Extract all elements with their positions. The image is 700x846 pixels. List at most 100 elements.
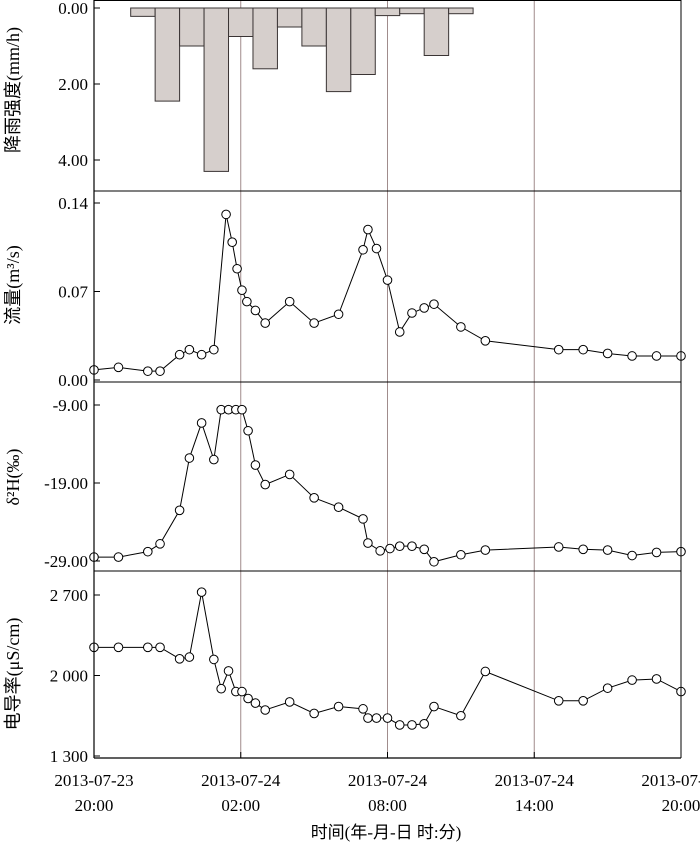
data-point [143,642,153,653]
data-point [651,351,662,361]
data-point [407,720,417,730]
data-point [578,344,588,355]
data-point [333,701,344,712]
data-point [407,541,417,551]
data-point [553,344,564,355]
panel-3: -9.00 -19.00 -29.00 δ²H(‰) [3,382,686,571]
data-point [419,303,429,313]
data-point [358,244,368,255]
data-point [237,285,247,296]
panel-4: 2 700 2 000 1 300 电导率(μS/cm) [3,571,686,766]
data-point [174,505,185,516]
data-point [155,539,165,549]
x-tick-label-time: 20:00 [662,796,700,815]
panel-1: 0.00 2.00 4.00 降雨强度(mm/h) [3,0,535,191]
data-point [155,366,165,376]
rain-bar [350,7,376,75]
y-tick-label: -19.00 [44,474,88,493]
data-point [242,296,252,307]
data-point [232,263,242,274]
data-point [553,542,564,552]
y-axis-title: δ²H(‰) [3,449,24,506]
data-point [223,666,234,676]
data-point [333,502,344,512]
data-point [394,541,405,551]
y-tick-label: 0.14 [58,194,88,213]
data-point [209,654,219,665]
data-point [243,693,253,704]
data-point [309,318,319,328]
rain-bar [325,7,352,93]
data-point [602,348,613,359]
data-point [553,696,564,706]
y-tick-label: -9.00 [53,396,88,415]
data-point [237,686,247,697]
data-point [363,538,373,548]
data-point [113,642,124,653]
data-point [209,344,219,355]
rain-bar [130,7,156,17]
data-point [216,683,226,694]
data-point [394,327,405,337]
series-line [94,409,682,563]
data-point [602,545,613,555]
x-axis-ticks: 2013-07-23 20:00 2013-07-24 02:00 2013-07-24… [54,752,700,815]
rain-bar [203,7,230,172]
data-point [456,710,466,721]
data-point [363,224,373,235]
y-tick-label: 4.00 [58,151,88,170]
y-tick-label: 0.07 [58,283,88,302]
data-point [480,336,491,346]
data-point [407,308,417,318]
rain-bar [448,7,474,15]
data-point [627,351,637,361]
data-point [419,719,429,729]
data-point [243,425,253,436]
data-point [480,545,491,555]
data-point [371,713,382,723]
data-point [382,713,393,723]
data-point [284,697,295,707]
data-point [284,469,295,480]
series-line [94,592,682,726]
data-point [627,550,637,561]
y-tick-label: 2 000 [50,667,88,686]
data-point [250,460,261,470]
rain-bar [374,7,401,17]
x-tick-label-time: 02:00 [221,796,260,815]
data-point [429,556,439,567]
data-point [419,544,429,555]
rain-bar [154,7,181,102]
data-point [284,296,295,307]
chart-panels: 0.00 2.00 4.00 降雨强度(mm/h) 0.00 0.07 0.14 流量(m³/… [3,0,686,766]
data-point [651,547,662,558]
data-point [602,683,613,693]
data-point [394,720,405,730]
data-point [196,349,207,360]
data-point [429,701,439,712]
data-point [221,209,231,220]
data-point [375,546,385,556]
data-point [578,544,588,555]
y-tick-label: 1 300 [50,747,88,766]
data-point [371,243,382,254]
rain-bar [252,7,278,70]
data-point [250,698,261,708]
data-point [260,479,271,490]
data-point [184,344,195,355]
x-tick-label-time: 14:00 [515,796,554,815]
data-point [309,493,319,503]
data-point [174,654,185,664]
data-point [174,349,185,360]
data-point [382,275,393,285]
data-point [184,453,195,463]
data-point [184,652,195,662]
data-point [113,552,124,562]
data-point [209,454,219,465]
data-point [143,366,153,376]
y-axis-title: 电导率(μS/cm) [3,618,24,731]
y-tick-label: 0.00 [58,0,88,18]
data-point [456,322,466,332]
data-point [358,704,368,714]
